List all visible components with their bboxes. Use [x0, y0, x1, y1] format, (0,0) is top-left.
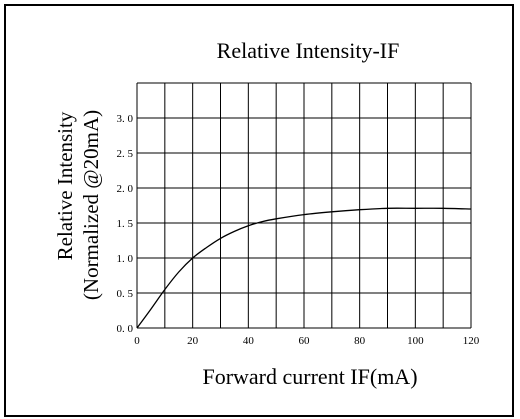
x-tick-label: 20 — [187, 335, 199, 347]
grid — [136, 82, 472, 329]
chart-title: Relative Intensity-IF — [217, 38, 400, 63]
curve-layer — [136, 207, 472, 329]
y-tick-label: 2. 5 — [117, 148, 134, 160]
x-tick-label: 60 — [299, 335, 311, 347]
y-tick-label: 3. 0 — [117, 113, 134, 125]
y-tick-label: 2. 0 — [117, 183, 134, 195]
x-tick-label: 0 — [134, 335, 140, 347]
chart-frame — [4, 4, 514, 417]
x-axis-label: Forward current IF(mA) — [202, 364, 417, 389]
x-tick-label: 80 — [354, 335, 366, 347]
x-tick-label: 40 — [243, 335, 255, 347]
y-axis-label-line-2: (Normalized @20mA) — [79, 110, 103, 300]
intensity-curve — [136, 207, 472, 329]
y-axis-label-line-1: Relative Intensity — [53, 111, 77, 260]
y-tick-label: 0. 0 — [117, 323, 134, 335]
tick-labels: 0 20 40 60 80 100 120 0. 0 0. 5 1. 0 1. 5 2. 0 2. 5 3… — [117, 113, 480, 347]
y-tick-label: 1. 5 — [117, 218, 134, 230]
y-tick-label: 0. 5 — [117, 288, 134, 300]
y-tick-label: 1. 0 — [117, 253, 134, 265]
x-tick-label: 120 — [463, 335, 480, 347]
x-tick-label: 100 — [407, 335, 424, 347]
